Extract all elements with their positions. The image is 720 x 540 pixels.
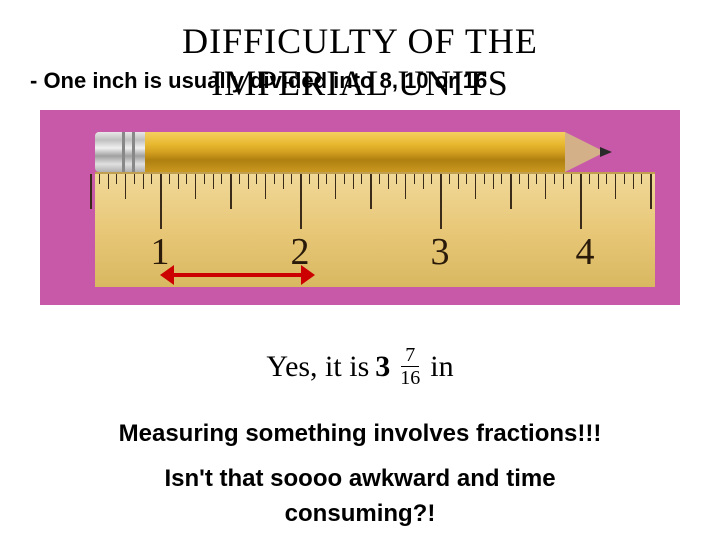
ruler-tick [248, 174, 249, 189]
ruler-tick [134, 174, 135, 184]
ruler-tick [510, 174, 512, 209]
ruler-tick [318, 174, 319, 189]
ruler-tick [396, 174, 397, 184]
ruler-tick [178, 174, 179, 189]
ruler-tick [379, 174, 380, 184]
fraction-numerator: 7 [401, 345, 419, 367]
ruler-tick [431, 174, 432, 184]
ruler-image: 1234 [40, 110, 680, 305]
answer-fraction: 7 16 [398, 345, 422, 388]
message-3: consuming?! [0, 500, 720, 528]
pencil-ferrule [95, 132, 145, 172]
ruler-tick [615, 174, 616, 199]
pencil-lead [600, 147, 612, 157]
ruler-tick [335, 174, 336, 199]
ruler-tick [580, 174, 582, 229]
ruler-number: 3 [431, 230, 450, 274]
measurement-arrow [160, 265, 315, 285]
message-1: Measuring something involves fractions!!… [0, 420, 720, 448]
ruler-tick [143, 174, 144, 189]
title-line1: DIFFICULTY OF THE [0, 20, 720, 62]
ruler-tick [536, 174, 537, 184]
message-2: Isn't that soooo awkward and time [0, 465, 720, 493]
ruler-tick [414, 174, 415, 184]
ruler-tick [484, 174, 485, 184]
ruler-tick [493, 174, 494, 189]
ruler-tick [606, 174, 607, 184]
answer-prefix: Yes, it is [266, 350, 369, 384]
ruler-tick [641, 174, 642, 184]
ruler-tick [274, 174, 275, 184]
ruler-tick [353, 174, 354, 189]
ruler-tick [388, 174, 389, 189]
ruler-tick [195, 174, 196, 199]
arrow-line [170, 273, 305, 277]
ruler-tick [554, 174, 555, 184]
ruler-tick [598, 174, 599, 189]
ruler-tick [239, 174, 240, 184]
title-area: DIFFICULTY OF THE IMPERIAL UNITS - One i… [0, 0, 720, 104]
answer-section: Yes, it is 3 7 16 in [0, 345, 720, 388]
answer-whole: 3 [375, 350, 390, 384]
ruler-tick [99, 174, 100, 184]
ruler-tick [230, 174, 232, 209]
ruler-tick [326, 174, 327, 184]
ruler-tick [466, 174, 467, 184]
ruler-tick [501, 174, 502, 184]
ruler-tick [90, 174, 92, 209]
ruler-tick [169, 174, 170, 184]
ruler-tick [256, 174, 257, 184]
answer-text: Yes, it is 3 7 16 in [266, 345, 453, 388]
ruler-tick [125, 174, 126, 199]
ruler-number: 4 [576, 230, 595, 274]
ruler-tick [265, 174, 266, 199]
ruler-tick [440, 174, 442, 229]
answer-suffix: in [430, 350, 453, 384]
ruler-tick [300, 174, 302, 229]
ruler-tick [624, 174, 625, 184]
ruler-tick [423, 174, 424, 189]
ruler-tick [309, 174, 310, 184]
ruler-tick [116, 174, 117, 184]
ruler-tick [458, 174, 459, 189]
ruler-tick [108, 174, 109, 189]
ruler-tick [370, 174, 372, 209]
ruler-tick [545, 174, 546, 199]
pencil-body [145, 132, 565, 172]
fraction-denominator: 16 [398, 367, 422, 388]
ruler-tick [213, 174, 214, 189]
ruler-tick [475, 174, 476, 199]
ruler-tick [519, 174, 520, 184]
ruler-tick [563, 174, 564, 189]
ruler-tick [528, 174, 529, 189]
ruler-tick [361, 174, 362, 184]
ruler-tick [589, 174, 590, 184]
ruler-tick [650, 174, 652, 209]
bullet-text: - One inch is usually divided into 8, 10… [30, 68, 487, 94]
ruler-tick [405, 174, 406, 199]
ruler-tick [344, 174, 345, 184]
ruler-tick [449, 174, 450, 184]
ruler-tick [571, 174, 572, 184]
ruler-tick [291, 174, 292, 184]
ruler-tick [221, 174, 222, 184]
ruler-tick [151, 174, 152, 184]
pencil-wood-tip [565, 132, 605, 172]
ruler-tick [204, 174, 205, 184]
ruler-tick [160, 174, 162, 229]
ruler-tick [633, 174, 634, 189]
ruler-tick [186, 174, 187, 184]
ruler-tick [283, 174, 284, 189]
pencil [95, 132, 620, 172]
arrow-right-head [301, 265, 315, 285]
